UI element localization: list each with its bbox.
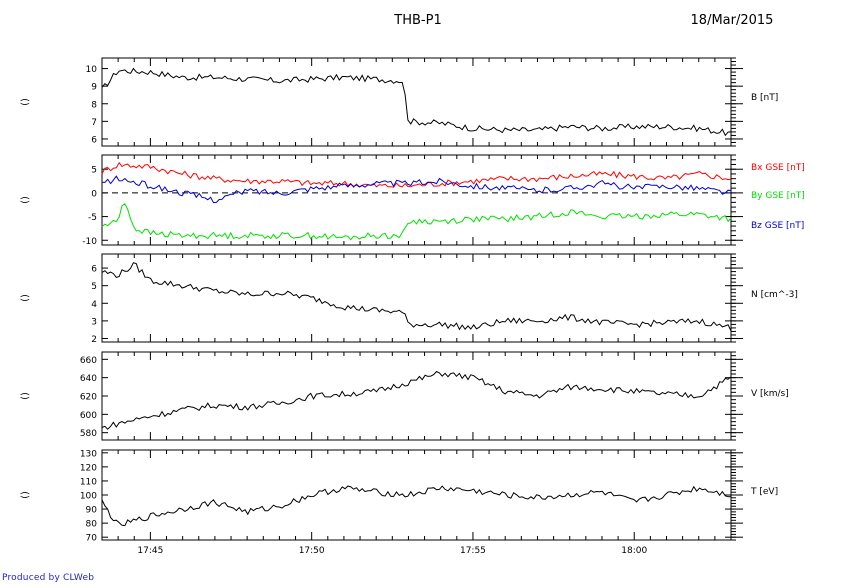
right-label: By GSE [nT]: [751, 191, 805, 201]
y-tick-label: 6: [91, 135, 97, 145]
panel-4: 580 600 620 640 660 () V [km/s]: [20, 351, 789, 441]
y-tick-label: 660: [80, 356, 97, 366]
y-tick-label: 70: [86, 534, 98, 544]
panel-frame: [101, 449, 732, 541]
y-tick-label: 3: [91, 317, 97, 327]
chart-title: THB-P1: [393, 13, 441, 28]
y-axis-label: (): [20, 294, 31, 302]
panel-frame: [101, 154, 732, 246]
y-tick-label: 8: [91, 100, 97, 110]
panel-frame: [101, 253, 732, 343]
y-axis-label: (): [20, 196, 31, 204]
y-tick-label: 640: [80, 374, 97, 384]
series-line: [101, 485, 732, 527]
y-tick-label: 0: [91, 189, 97, 199]
y-tick-label: 120: [80, 463, 97, 473]
y-tick-label: 2: [91, 335, 97, 345]
series-line: [101, 67, 732, 137]
y-tick-label: 100: [80, 492, 97, 502]
y-tick-label: -5: [88, 213, 97, 223]
right-label: Bx GSE [nT]: [751, 163, 805, 173]
y-tick-label: 130: [80, 449, 97, 459]
panel-1: 6 7 8 9 10 () B [nT]: [20, 57, 778, 147]
credit-text: Produced by CLWeb: [2, 573, 95, 583]
y-tick-label: 10: [86, 65, 98, 75]
x-tick-label: 17:50: [299, 546, 325, 556]
right-label: Bz GSE [nT]: [751, 221, 804, 231]
series-line: [101, 161, 732, 188]
y-tick-label: 5: [91, 282, 97, 292]
right-label: T [eV]: [750, 487, 778, 497]
x-tick-label: 18:00: [621, 546, 647, 556]
y-tick-label: 600: [80, 411, 97, 421]
panel-2: -10 -5 0 5 () Bx GSE [nT] By GSE [nT] Bz GSE [n…: [20, 154, 805, 247]
y-axis-label: (): [20, 392, 31, 400]
y-tick-label: 580: [80, 429, 97, 439]
y-axis-label: (): [20, 98, 31, 106]
x-tick-label: 17:45: [137, 546, 163, 556]
chart-date: 18/Mar/2015: [691, 13, 774, 28]
series-line: [101, 262, 732, 332]
panel-frame: [101, 351, 732, 441]
y-tick-label: 7: [91, 118, 97, 128]
panel-3: 2 3 4 5 6 () N [cm^-3]: [20, 253, 798, 345]
panel-frame: [101, 57, 732, 147]
panels-group: 6 7 8 9 10 () B [nT] -10 -5 0 5 () Bx GSE [nT] By GSE…: [20, 57, 805, 556]
y-tick-label: -10: [82, 237, 97, 247]
series-line: [101, 370, 732, 430]
y-tick-label: 5: [91, 166, 97, 176]
right-label: N [cm^-3]: [751, 290, 798, 300]
series-line: [101, 175, 732, 204]
y-axis-label: (): [20, 491, 31, 499]
x-tick-label: 17:55: [460, 546, 486, 556]
y-tick-label: 4: [91, 300, 97, 310]
right-label: V [km/s]: [751, 389, 789, 399]
series-line: [101, 203, 732, 241]
y-tick-label: 620: [80, 393, 97, 403]
panel-5: 70 80 90 100 110 120 130 () T [eV] 17:45 17:50 17:5…: [20, 449, 778, 556]
y-tick-label: 6: [91, 265, 97, 275]
y-tick-label: 80: [86, 520, 98, 530]
y-tick-label: 110: [80, 477, 97, 487]
y-tick-label: 9: [91, 83, 97, 93]
right-label: B [nT]: [751, 93, 778, 103]
y-tick-label: 90: [86, 506, 98, 516]
